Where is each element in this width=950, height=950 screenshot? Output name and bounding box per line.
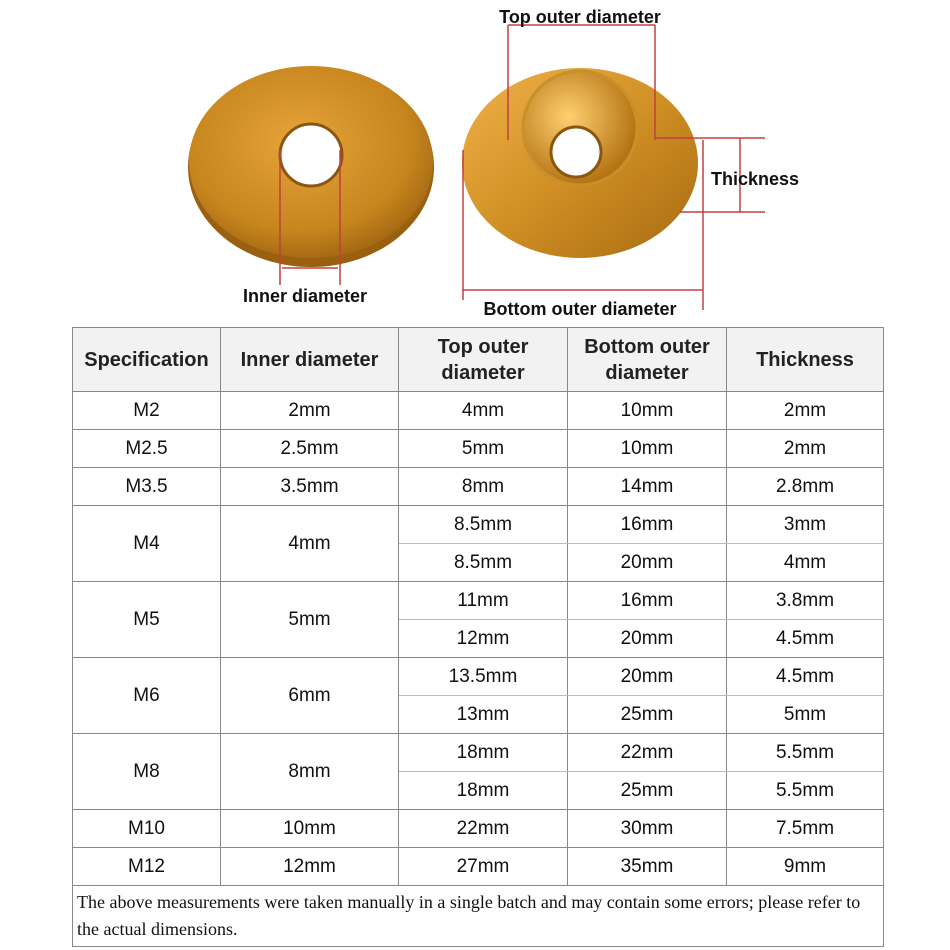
inner-label: Inner diameter xyxy=(243,286,367,306)
size-cell: 8.5mm xyxy=(398,543,568,582)
inner-cell: 10mm xyxy=(220,809,399,848)
size-cell: 2mm xyxy=(726,429,884,468)
size-cell: 10mm xyxy=(567,429,727,468)
size-cell: 22mm xyxy=(567,733,727,772)
size-cell: 20mm xyxy=(567,543,727,582)
header-cell: Thickness xyxy=(726,327,884,392)
header-cell: Specification xyxy=(72,327,221,392)
size-cell: 30mm xyxy=(567,809,727,848)
header-row: Specification Inner diameter Top outer dia… xyxy=(72,327,884,392)
inner-cell: 8mm xyxy=(220,733,399,810)
size-cell: 2.8mm xyxy=(726,467,884,506)
inner-cell: 6mm xyxy=(220,657,399,734)
size-cell: 5mm xyxy=(726,695,884,734)
size-cell: 20mm xyxy=(567,619,727,658)
size-cell: 2mm xyxy=(726,391,884,430)
table-row: M6 6mm 13.5mm 20mm 4.5mm xyxy=(72,657,884,734)
size-cell: 25mm xyxy=(567,695,727,734)
thickness-label: Thickness xyxy=(711,169,799,189)
size-cell: 12mm xyxy=(398,619,568,658)
table-row: 8.5mm 20mm 4mm xyxy=(73,543,884,582)
size-cell: 14mm xyxy=(567,467,727,506)
table-row: M10 10mm 22mm 30mm 7.5mm xyxy=(72,809,884,848)
bottom-outer-label: Bottom outer diameter xyxy=(483,299,676,319)
table-row: M12 12mm 27mm 35mm 9mm xyxy=(72,847,884,886)
size-cell: 4.5mm xyxy=(726,619,884,658)
table-row: 13mm 25mm 5mm xyxy=(73,695,884,734)
left-washer xyxy=(188,66,434,267)
inner-cell: 5mm xyxy=(220,581,399,658)
spec-cell: M8 xyxy=(72,733,221,810)
top-outer-label: Top outer diameter xyxy=(499,7,661,27)
size-cell: 16mm xyxy=(567,581,727,620)
size-cell: 8mm xyxy=(398,467,568,506)
size-cell: 27mm xyxy=(398,847,568,886)
size-cell: 3mm xyxy=(726,505,884,544)
size-cell: 10mm xyxy=(567,391,727,430)
table-row: M8 8mm 18mm 22mm 5.5mm xyxy=(72,733,884,810)
size-cell: 5mm xyxy=(398,429,568,468)
size-cell: 4mm xyxy=(726,543,884,582)
inner-cell: 3.5mm xyxy=(220,467,399,506)
size-cell: 4.5mm xyxy=(726,657,884,696)
size-cell: 22mm xyxy=(398,809,568,848)
inner-cell: 12mm xyxy=(220,847,399,886)
header-cell: Top outer diameter xyxy=(398,327,568,392)
right-washer xyxy=(462,68,698,258)
diagram: Top outer diameter Inner diameter Thickn… xyxy=(188,7,799,319)
size-cell: 5.5mm xyxy=(726,733,884,772)
size-cell: 13.5mm xyxy=(398,657,568,696)
spec-cell: M12 xyxy=(72,847,221,886)
size-cell: 9mm xyxy=(726,847,884,886)
spec-cell: M4 xyxy=(72,505,221,582)
size-cell: 20mm xyxy=(567,657,727,696)
spec-cell: M2 xyxy=(72,391,221,430)
size-cell: 7.5mm xyxy=(726,809,884,848)
table-row: M2 2mm 4mm 10mm 2mm xyxy=(72,391,884,430)
spec-cell: M5 xyxy=(72,581,221,658)
size-cell: 3.8mm xyxy=(726,581,884,620)
table-row: M3.5 3.5mm 8mm 14mm 2.8mm xyxy=(72,467,884,506)
spec-cell: M3.5 xyxy=(72,467,221,506)
size-cell: 18mm xyxy=(398,771,568,810)
spec-cell: M2.5 xyxy=(72,429,221,468)
spec-table: Specification Inner diameter Top outer dia… xyxy=(72,327,884,947)
header-cell: Inner diameter xyxy=(220,327,399,392)
spec-cell: M10 xyxy=(72,809,221,848)
note-row: The above measurements were taken manual… xyxy=(72,885,884,947)
note: The above measurements were taken manual… xyxy=(72,885,884,947)
size-cell: 25mm xyxy=(567,771,727,810)
dimension-lines xyxy=(279,24,765,310)
inner-cell: 2mm xyxy=(220,391,399,430)
size-cell: 13mm xyxy=(398,695,568,734)
size-cell: 8.5mm xyxy=(398,505,568,544)
spec-cell: M6 xyxy=(72,657,221,734)
inner-cell: 4mm xyxy=(220,505,399,582)
size-cell: 11mm xyxy=(398,581,568,620)
table-row: M4 4mm 8.5mm 16mm 3mm xyxy=(72,505,884,582)
size-cell: 5.5mm xyxy=(726,771,884,810)
inner-cell: 2.5mm xyxy=(220,429,399,468)
size-cell: 16mm xyxy=(567,505,727,544)
header-cell: Bottom outer diameter xyxy=(567,327,727,392)
table-row: M5 5mm 11mm 16mm 3.8mm xyxy=(72,581,884,658)
size-cell: 18mm xyxy=(398,733,568,772)
size-cell: 35mm xyxy=(567,847,727,886)
table-row: 18mm 25mm 5.5mm xyxy=(73,771,884,810)
table-row: M2.5 2.5mm 5mm 10mm 2mm xyxy=(72,429,884,468)
size-cell: 4mm xyxy=(398,391,568,430)
